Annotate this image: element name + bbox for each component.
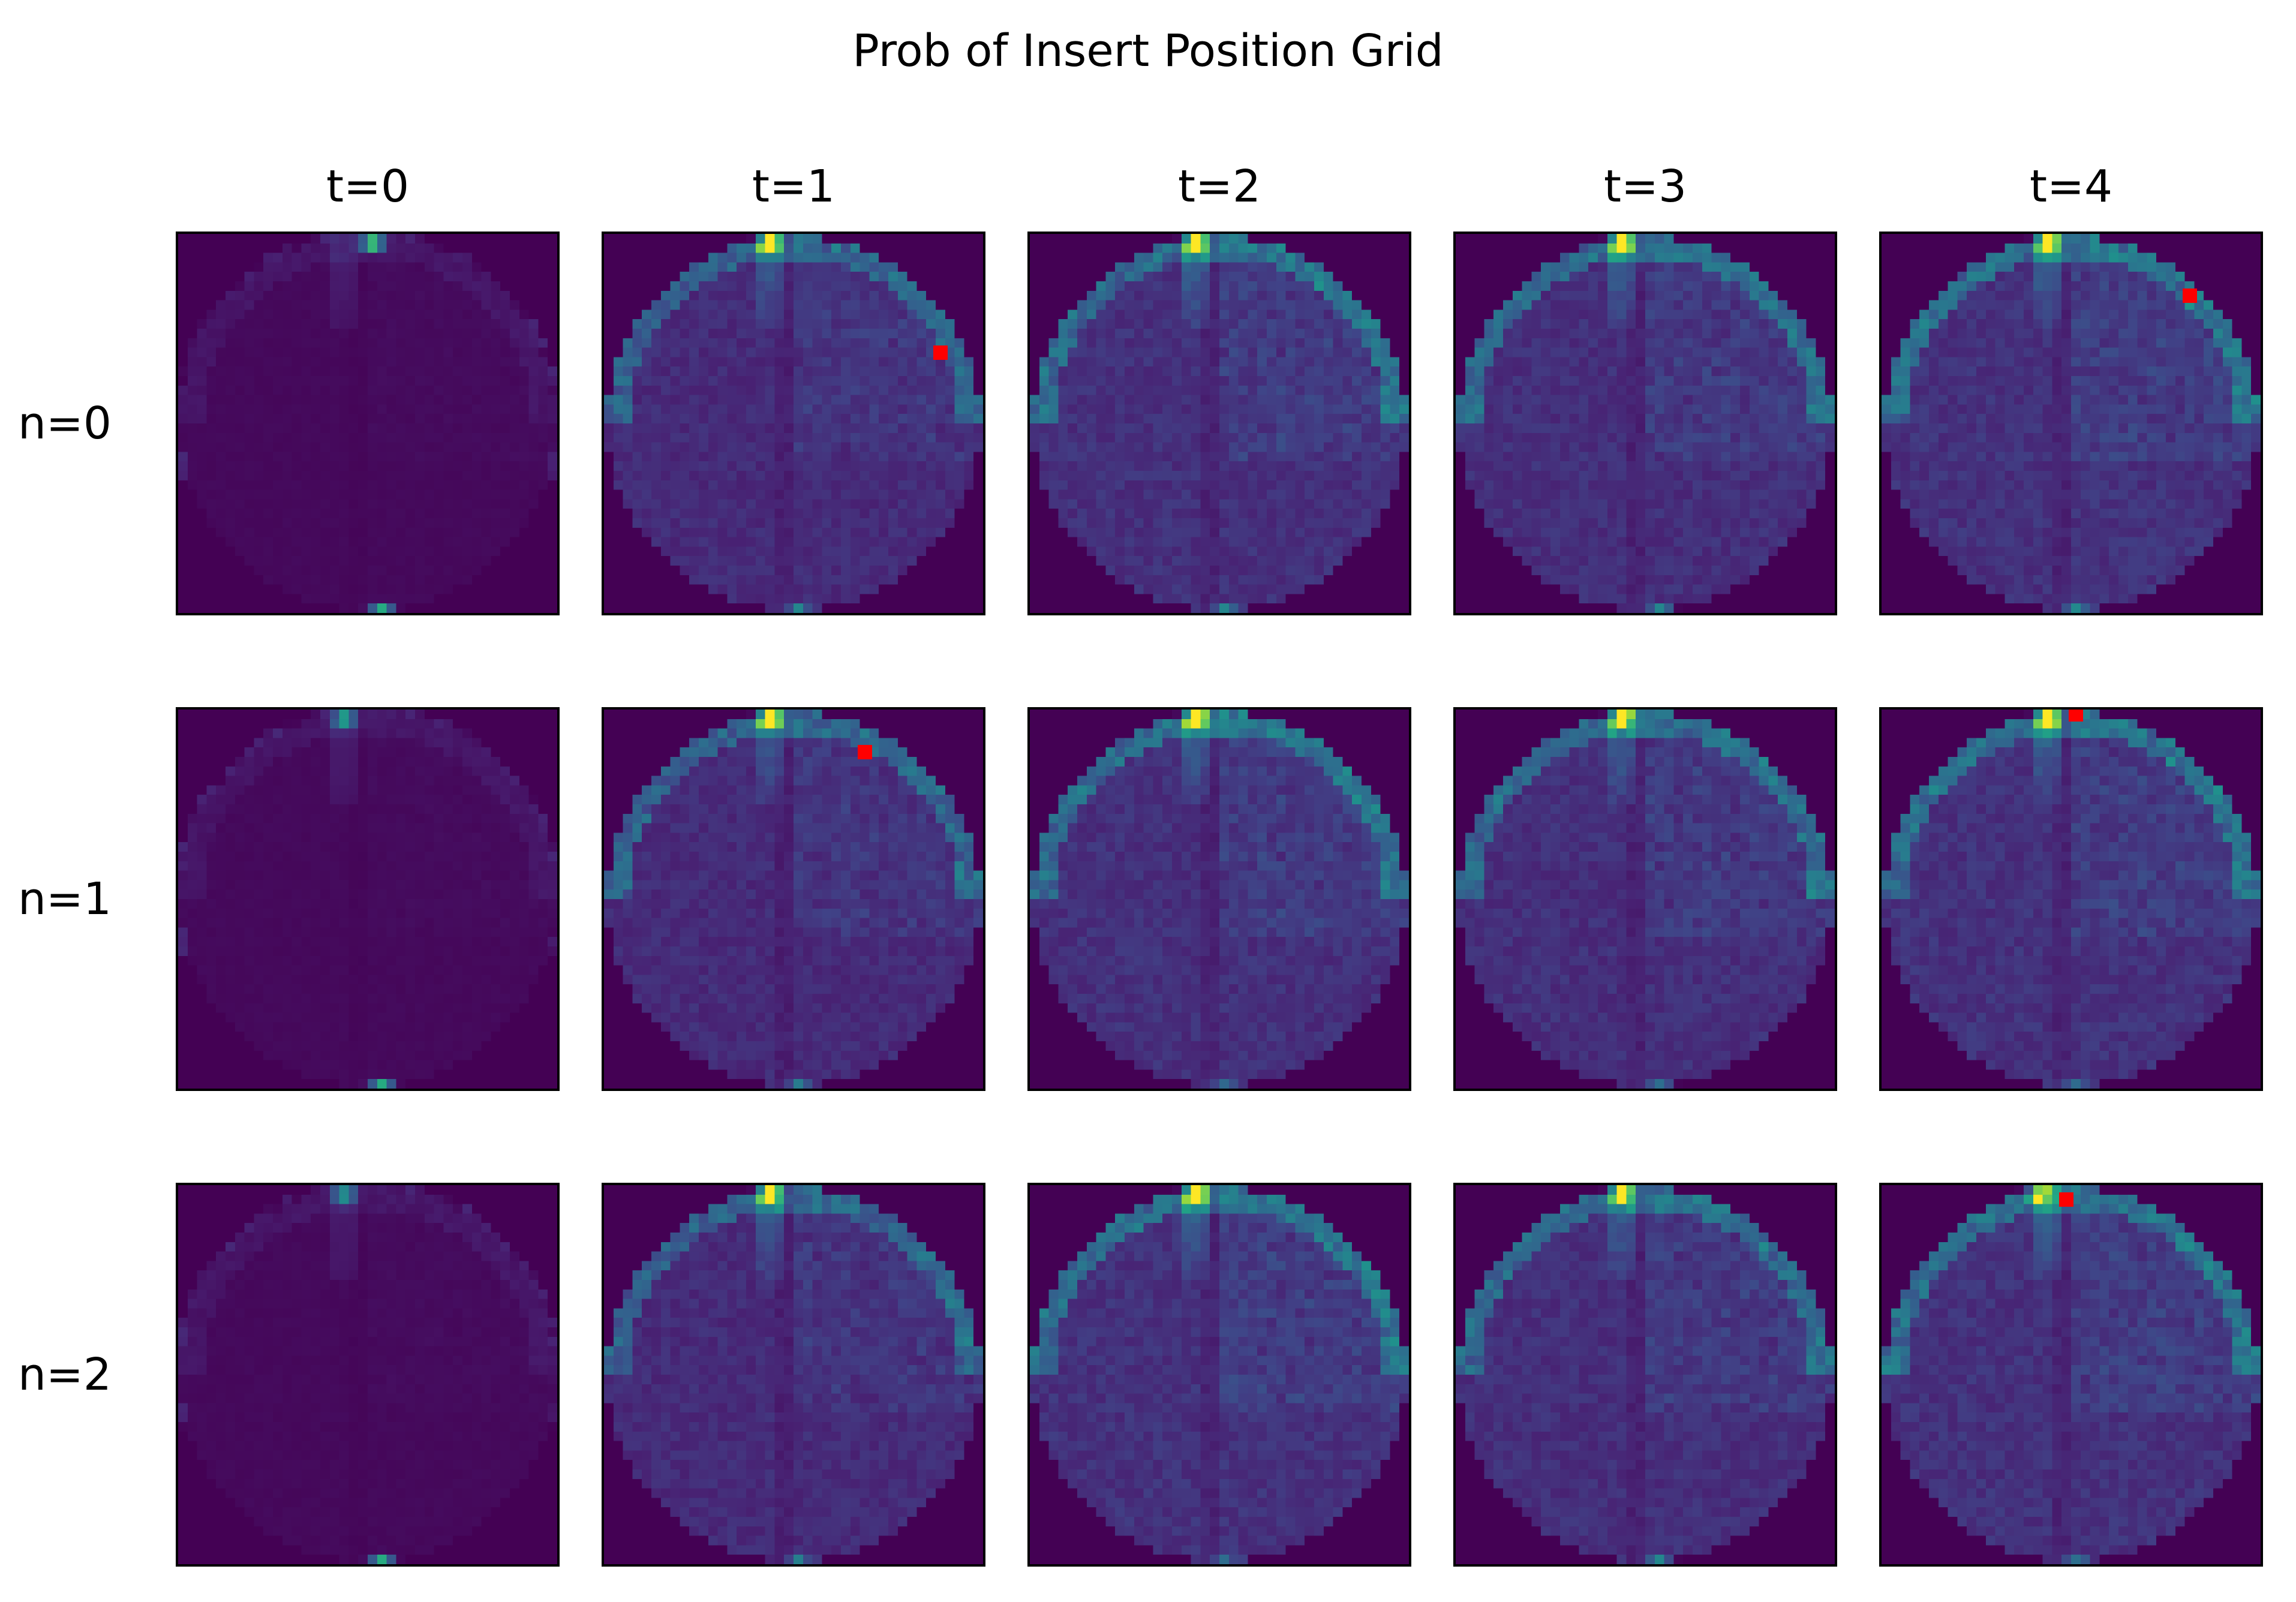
insert-position-marker <box>2068 710 2083 722</box>
heatmap-cells <box>1030 710 1409 1089</box>
heatmap-panel-n=2-t=3 <box>1453 1183 1837 1567</box>
heatmap-panel-n=0-t=0 <box>176 232 560 615</box>
column-title: t=0 <box>326 161 410 212</box>
heatmap-cells <box>178 710 557 1089</box>
heatmap-panel-n=2-t=0 <box>176 1183 560 1567</box>
heatmap-cells <box>1456 234 1835 613</box>
column-title: t=1 <box>752 161 836 212</box>
heatmap-cells <box>1882 1185 2261 1564</box>
heatmap-panel-n=0-t=4 <box>1879 232 2263 615</box>
heatmap-panel-n=0-t=3 <box>1453 232 1837 615</box>
insert-position-marker <box>933 345 948 360</box>
insert-position-marker <box>2059 1192 2074 1207</box>
insert-position-marker <box>2182 288 2197 303</box>
heatmap-panel-n=0-t=1 <box>602 232 985 615</box>
heatmap-cells <box>1456 1185 1835 1564</box>
row-label: n=0 <box>18 398 112 449</box>
heatmap-panel-n=1-t=2 <box>1027 707 1411 1091</box>
column-title: t=2 <box>1177 161 1261 212</box>
heatmap-panel-n=0-t=2 <box>1027 232 1411 615</box>
heatmap-panel-n=1-t=0 <box>176 707 560 1091</box>
heatmap-panel-n=1-t=3 <box>1453 707 1837 1091</box>
heatmap-cells <box>1030 1185 1409 1564</box>
column-title: t=3 <box>1603 161 1687 212</box>
heatmap-panel-n=2-t=2 <box>1027 1183 1411 1567</box>
heatmap-cells <box>178 1185 557 1564</box>
row-label: n=2 <box>18 1349 112 1400</box>
heatmap-cells <box>1882 234 2261 613</box>
heatmap-cells <box>178 234 557 613</box>
insert-position-marker <box>857 745 872 760</box>
heatmap-panel-n=2-t=1 <box>602 1183 985 1567</box>
column-title: t=4 <box>2029 161 2113 212</box>
row-label: n=1 <box>18 873 112 925</box>
heatmap-cells <box>604 710 983 1089</box>
figure-title: Prob of Insert Position Grid <box>852 25 1444 77</box>
heatmap-cells <box>604 1185 983 1564</box>
heatmap-cells <box>1456 710 1835 1089</box>
heatmap-cells <box>604 234 983 613</box>
heatmap-panel-n=1-t=4 <box>1879 707 2263 1091</box>
heatmap-panel-n=1-t=1 <box>602 707 985 1091</box>
heatmap-cells <box>1030 234 1409 613</box>
heatmap-cells <box>1882 710 2261 1089</box>
heatmap-panel-n=2-t=4 <box>1879 1183 2263 1567</box>
